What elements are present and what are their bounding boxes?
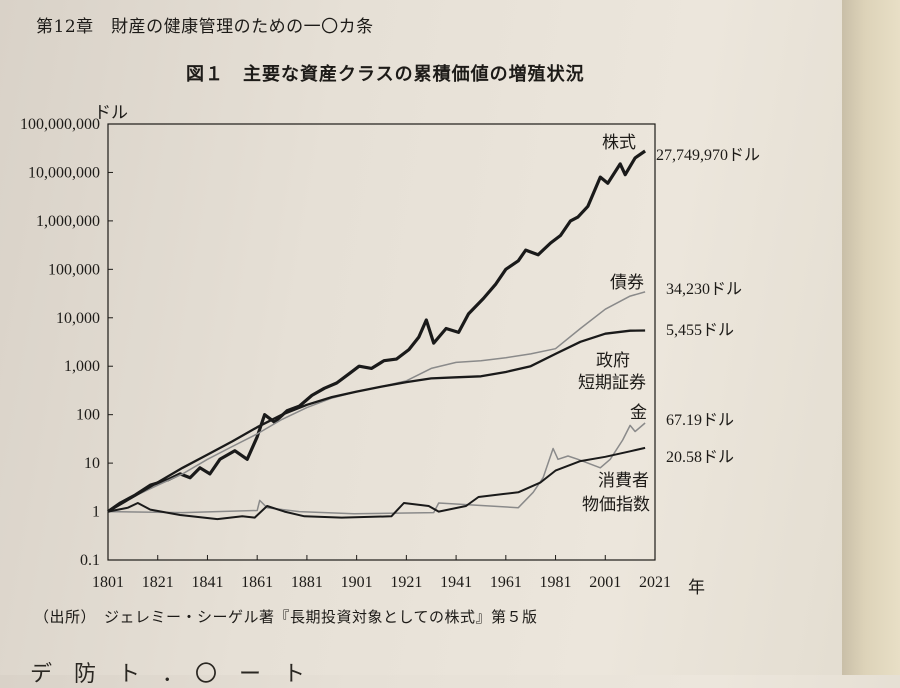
x-tick-label: 2001 xyxy=(589,574,621,591)
tbills-line xyxy=(107,329,646,513)
x-tick-label: 1921 xyxy=(390,574,422,591)
y-axis-unit-label: ドル xyxy=(94,103,128,123)
series-label-bonds: 債券 xyxy=(610,273,644,293)
y-tick-label: 0.1 xyxy=(80,552,100,569)
y-tick-label: 100 xyxy=(76,407,100,424)
end-value-stocks: 27,749,970ドル xyxy=(656,147,760,164)
source-note: （出所） ジェレミー・シーゲル著『長期投資対象としての株式』第５版 xyxy=(34,608,538,626)
next-paragraph-cutoff: デ 防 ト ． 〇 ー ト xyxy=(30,662,306,687)
x-tick-label: 1961 xyxy=(490,574,522,591)
series-lines xyxy=(107,149,647,521)
series-label-cpi-1: 消費者 xyxy=(598,471,649,491)
end-value-gold: 67.19ドル xyxy=(666,412,734,429)
plot-frame xyxy=(107,123,656,561)
series-label-cpi-2: 物価指数 xyxy=(582,495,650,515)
chapter-header: 第12章 財産の健康管理のための一〇カ条 xyxy=(36,17,374,37)
y-tick-label: 1 xyxy=(92,504,100,521)
x-tick-label: 1801 xyxy=(92,574,124,591)
x-tick-label: 1861 xyxy=(241,574,273,591)
x-tick-label: 1841 xyxy=(191,574,223,591)
end-value-cpi: 20.58ドル xyxy=(666,449,734,466)
x-tick-label: 1821 xyxy=(142,574,174,591)
x-tick-label: 1901 xyxy=(341,574,373,591)
y-tick-label: 10,000,000 xyxy=(28,164,100,181)
series-label-stocks: 株式 xyxy=(602,133,636,153)
book-page-edge xyxy=(842,0,900,675)
gold-line xyxy=(107,422,646,515)
x-tick-label: 1941 xyxy=(440,574,472,591)
cpi-line xyxy=(107,446,646,521)
y-tick-label: 10,000 xyxy=(56,310,100,327)
end-value-tbills: 5,455ドル xyxy=(666,322,734,339)
x-tick-label: 1981 xyxy=(540,574,572,591)
y-tick-label: 10 xyxy=(84,455,100,472)
stocks-line xyxy=(107,149,647,513)
x-tick-label: 2021 xyxy=(639,574,671,591)
y-tick-label: 1,000 xyxy=(64,358,100,375)
series-label-tbills-2: 短期証券 xyxy=(578,373,646,393)
figure-title: 図１ 主要な資産クラスの累積価値の増殖状況 xyxy=(186,64,585,85)
x-tick-label: 1881 xyxy=(291,574,323,591)
y-tick-label: 100,000,000 xyxy=(20,116,100,133)
y-tick-label: 100,000 xyxy=(48,261,100,278)
series-label-gold: 金 xyxy=(630,403,647,423)
series-label-tbills-1: 政府 xyxy=(596,351,630,371)
x-axis-year-suffix: 年 xyxy=(688,578,705,598)
x-axis-ticks: 1801 1821 1841 1861 1881 1901 1921 1941 1961 1981… xyxy=(92,555,671,591)
end-value-bonds: 34,230ドル xyxy=(666,281,742,298)
y-tick-label: 1,000,000 xyxy=(36,213,100,230)
y-axis-ticks: 100,000,000 10,000,000 1,000,000 100,000 10,… xyxy=(20,116,113,569)
